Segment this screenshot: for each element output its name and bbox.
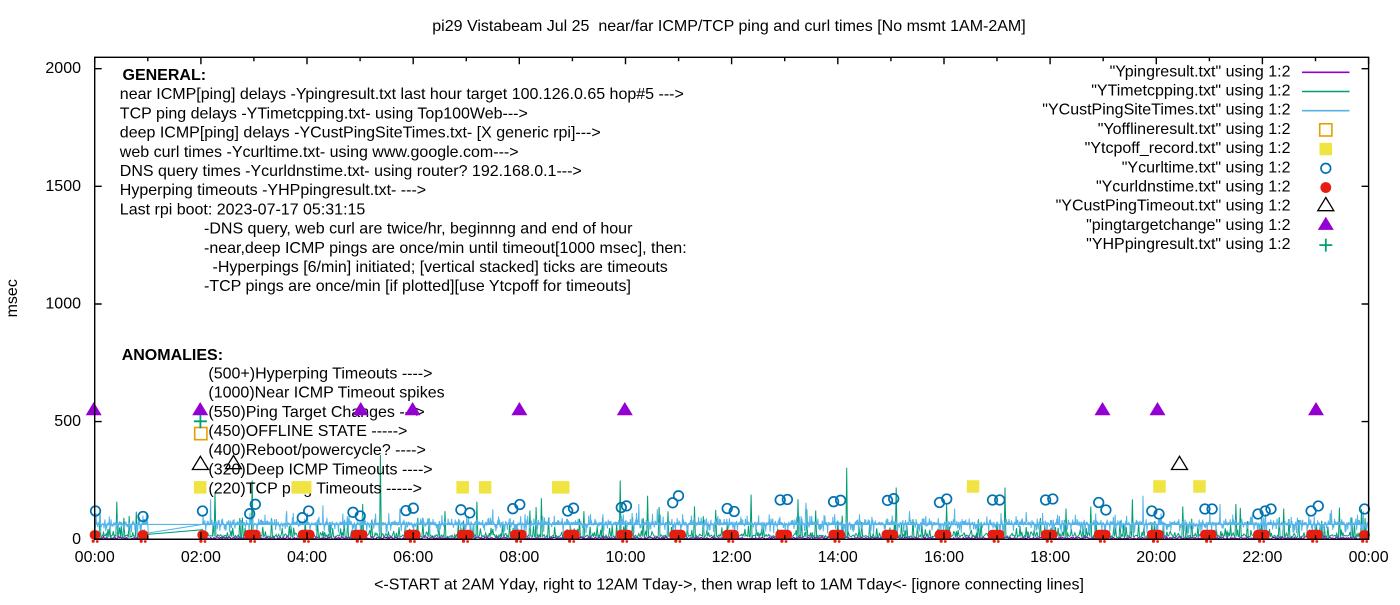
svg-text:0: 0 bbox=[72, 531, 81, 548]
svg-text:"Ypingresult.txt" using 1:2: "Ypingresult.txt" using 1:2 bbox=[1110, 63, 1291, 80]
svg-text:(220)TCP ping Timeouts ----->: (220)TCP ping Timeouts -----> bbox=[208, 481, 422, 498]
svg-text:(1000)Near ICMP Timeout spikes: (1000)Near ICMP Timeout spikes bbox=[208, 385, 444, 402]
svg-text:Hyperping timeouts -YHPpingres: Hyperping timeouts -YHPpingresult.txt- -… bbox=[120, 182, 426, 199]
svg-text:deep ICMP[ping] delays -YCustP: deep ICMP[ping] delays -YCustPingSiteTim… bbox=[120, 125, 601, 142]
svg-text:<-START at 2AM Yday, right to: <-START at 2AM Yday, right to 12AM Tday-… bbox=[374, 576, 1084, 593]
svg-text:06:00: 06:00 bbox=[393, 549, 433, 566]
svg-text:near ICMP[ping] delays -Ypingr: near ICMP[ping] delays -Ypingresult.txt … bbox=[120, 86, 684, 103]
svg-text:"YCustPingTimeout.txt" using 1: "YCustPingTimeout.txt" using 1:2 bbox=[1056, 198, 1291, 215]
svg-text:22:00: 22:00 bbox=[1242, 549, 1282, 566]
svg-text:(450)OFFLINE STATE ----->: (450)OFFLINE STATE -----> bbox=[208, 423, 407, 440]
svg-text:"Ycurldnstime.txt" using 1:2: "Ycurldnstime.txt" using 1:2 bbox=[1096, 179, 1291, 196]
svg-text:00:00: 00:00 bbox=[75, 549, 115, 566]
svg-text:08:00: 08:00 bbox=[499, 549, 539, 566]
svg-text:(500+)Hyperping Timeouts ---->: (500+)Hyperping Timeouts ----> bbox=[208, 365, 432, 382]
svg-text:18:00: 18:00 bbox=[1030, 549, 1070, 566]
svg-text:20:00: 20:00 bbox=[1136, 549, 1176, 566]
svg-text:"pingtargetchange" using 1:2: "pingtargetchange" using 1:2 bbox=[1086, 217, 1291, 234]
svg-text:(550)Ping Target Changes --->: (550)Ping Target Changes ---> bbox=[208, 404, 424, 421]
svg-text:14:00: 14:00 bbox=[818, 549, 858, 566]
svg-text:ANOMALIES:: ANOMALIES: bbox=[122, 347, 223, 364]
svg-text:Last rpi boot: 2023-07-17 05:3: Last rpi boot: 2023-07-17 05:31:15 bbox=[120, 201, 366, 218]
svg-text:-Hyperpings [6/min] initiated;: -Hyperpings [6/min] initiated; [vertical… bbox=[213, 259, 668, 276]
svg-text:(400)Reboot/powercycle? ---->: (400)Reboot/powercycle? ----> bbox=[208, 442, 425, 459]
svg-text:-TCP pings are once/min [if pl: -TCP pings are once/min [if plotted][use… bbox=[204, 278, 631, 295]
svg-text:-DNS query, web curl are twice: -DNS query, web curl are twice/hr, begin… bbox=[204, 221, 633, 238]
svg-text:"YTimetcpping.txt" using 1:2: "YTimetcpping.txt" using 1:2 bbox=[1091, 83, 1290, 100]
svg-text:500: 500 bbox=[54, 413, 81, 430]
svg-text:DNS query times -Ycurldnstime.: DNS query times -Ycurldnstime.txt- using… bbox=[120, 163, 582, 180]
svg-text:00:00: 00:00 bbox=[1349, 549, 1389, 566]
svg-text:"Ytcpoff_record.txt" using 1:2: "Ytcpoff_record.txt" using 1:2 bbox=[1085, 140, 1291, 157]
svg-text:web curl times -Ycurltime.txt-: web curl times -Ycurltime.txt- using www… bbox=[119, 144, 519, 161]
svg-text:GENERAL:: GENERAL: bbox=[123, 67, 207, 84]
svg-text:02:00: 02:00 bbox=[181, 549, 221, 566]
svg-text:16:00: 16:00 bbox=[924, 549, 964, 566]
svg-text:"Ycurltime.txt" using 1:2: "Ycurltime.txt" using 1:2 bbox=[1122, 159, 1291, 176]
svg-text:2000: 2000 bbox=[45, 60, 81, 77]
svg-text:(320)Deep ICMP Timeouts ---->: (320)Deep ICMP Timeouts ----> bbox=[208, 461, 432, 478]
svg-text:1000: 1000 bbox=[45, 296, 81, 313]
svg-text:10:00: 10:00 bbox=[605, 549, 645, 566]
svg-text:TCP ping delays -YTimetcpping.: TCP ping delays -YTimetcpping.txt- using… bbox=[120, 105, 528, 122]
svg-text:"Yofflineresult.txt" using 1:2: "Yofflineresult.txt" using 1:2 bbox=[1098, 121, 1291, 138]
svg-text:"YCustPingSiteTimes.txt" using: "YCustPingSiteTimes.txt" using 1:2 bbox=[1042, 102, 1290, 119]
svg-text:1500: 1500 bbox=[45, 178, 81, 195]
svg-text:msec: msec bbox=[4, 279, 21, 317]
svg-text:"YHPpingresult.txt" using 1:2: "YHPpingresult.txt" using 1:2 bbox=[1086, 236, 1290, 253]
svg-text:-near,deep ICMP pings are once: -near,deep ICMP pings are once/min until… bbox=[204, 240, 687, 257]
svg-text:12:00: 12:00 bbox=[712, 549, 752, 566]
svg-text:04:00: 04:00 bbox=[287, 549, 327, 566]
svg-text:pi29 Vistabeam Jul 25 near/fa: pi29 Vistabeam Jul 25 near/far ICMP/TCP … bbox=[432, 18, 1025, 35]
